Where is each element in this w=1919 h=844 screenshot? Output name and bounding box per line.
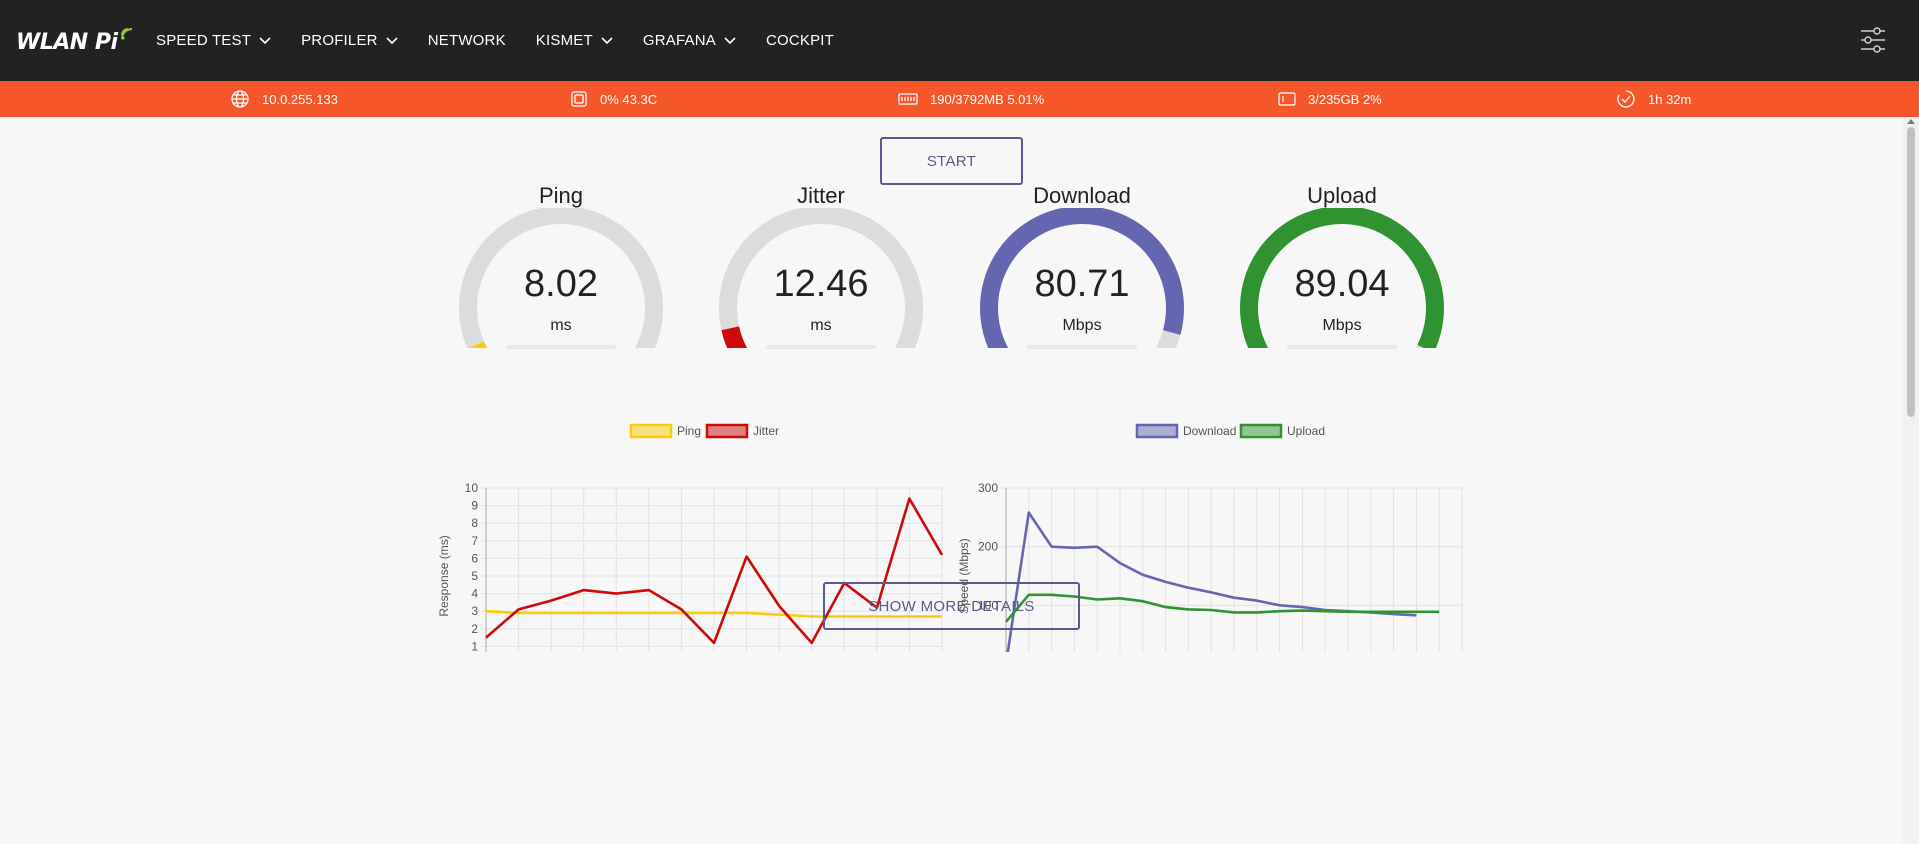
nav-grafana-label: GRAFANA (642, 32, 716, 49)
y-tick-label: 6 (471, 551, 478, 565)
sliders-icon[interactable] (1857, 24, 1889, 56)
gauge-upload: Upload 89.04 Mbps (1237, 183, 1447, 383)
y-tick-label: 1 (471, 639, 478, 652)
nav-network[interactable]: NETWORK (428, 32, 506, 49)
memory-status: 190/3792MB 5.01% (898, 81, 1044, 117)
memory-icon (898, 93, 918, 105)
gauge-download: Download 80.71 Mbps (977, 183, 1187, 383)
scroll-up-arrow-icon[interactable] (1907, 119, 1915, 124)
gauge-arc (1240, 208, 1444, 348)
y-axis-label: Speed (Mbps) (957, 538, 971, 613)
chevron-down-icon (724, 36, 736, 45)
y-axis-label: Response (ms) (437, 535, 451, 616)
nav-grafana[interactable]: GRAFANA (643, 32, 736, 49)
gauge-value: 8.02 (524, 263, 598, 305)
chevron-down-icon (259, 36, 271, 45)
legend-swatch (1239, 423, 1283, 439)
uptime-value: 1h 32m (1648, 91, 1692, 107)
wifi-waves-icon (120, 28, 132, 40)
y-tick-label: 4 (471, 587, 478, 601)
nav-kismet-label: KISMET (535, 32, 593, 49)
globe-icon (231, 90, 249, 108)
cpu-value: 0% 43.3C (600, 91, 658, 107)
speedtest-content: START Ping 8.02 ms Jitter 12.46 ms Downl… (0, 117, 1903, 844)
y-tick-label: 100 (978, 598, 998, 612)
nav-cockpit-label: COCKPIT (765, 32, 835, 49)
legend-label: Ping (677, 424, 701, 438)
wlanpi-logo[interactable]: WLAN Pi (16, 24, 135, 60)
legend-swatch (629, 423, 673, 439)
gauge-progress-track (766, 345, 876, 349)
uptime-status: 1h 32m (1616, 81, 1691, 117)
chevron-down-icon (601, 36, 613, 45)
latency-chart: 1001002002003003004005005006006007007008… (437, 423, 944, 652)
gauge-title: Download (1033, 183, 1131, 208)
gauge-unit: ms (550, 317, 572, 334)
legend-label: Jitter (753, 424, 779, 438)
vertical-scrollbar[interactable] (1903, 117, 1919, 844)
ip-status: 10.0.255.133 (230, 81, 338, 117)
gauge-progress-track (506, 345, 616, 349)
y-tick-label: 9 (471, 499, 478, 513)
nav-network-label: NETWORK (427, 32, 506, 49)
disk-status: 3/235GB 2% (1278, 81, 1382, 117)
gauge-arc (459, 208, 663, 348)
chevron-down-icon (386, 36, 398, 45)
legend-label: Download (1183, 424, 1236, 438)
gauge-unit: Mbps (1322, 317, 1362, 334)
gauge-unit: ms (810, 317, 832, 334)
gauge-value: 12.46 (773, 263, 869, 305)
gauge-ping: Ping 8.02 ms (456, 183, 666, 383)
disk-value: 3/235GB 2% (1308, 91, 1382, 107)
gauge-title: Jitter (797, 183, 845, 208)
legend-label: Upload (1287, 424, 1325, 438)
gauge-title: Upload (1307, 183, 1377, 208)
gauge-unit: Mbps (1062, 317, 1102, 334)
logo-text: WLAN Pi (16, 29, 118, 55)
y-tick-label: 8 (471, 516, 478, 530)
main-nav: SPEED TEST PROFILER NETWORK KISMET GRAFA… (156, 0, 864, 81)
scrollbar-thumb[interactable] (1907, 127, 1915, 417)
show-more-details-button[interactable]: SHOW MORE DETAILS (823, 582, 1080, 630)
nav-kismet[interactable]: KISMET (536, 32, 613, 49)
speed-chart: 0123456789101112131415161718192001002003… (957, 423, 1463, 652)
memory-value: 190/3792MB 5.01% (930, 91, 1045, 107)
y-tick-label: 300 (978, 481, 998, 495)
y-tick-label: 2 (471, 622, 478, 636)
gauge-progress-track (1287, 345, 1397, 349)
y-tick-label: 200 (978, 540, 998, 554)
cpu-icon (571, 91, 587, 107)
top-navbar: WLAN Pi SPEED TEST PROFILER NETWORK KISM… (0, 0, 1919, 81)
status-bar: 10.0.255.133 0% 43.3C 190/3792MB 5.01% 3… (0, 81, 1919, 117)
legend-swatch (705, 423, 749, 439)
uptime-icon (1617, 90, 1635, 108)
disk-icon (1278, 92, 1296, 106)
cpu-status: 0% 43.3C (570, 81, 657, 117)
start-button[interactable]: START (880, 137, 1023, 185)
y-tick-label: 7 (471, 534, 478, 548)
series-line-ping (485, 609, 942, 618)
ip-address: 10.0.255.133 (262, 91, 338, 107)
y-tick-label: 10 (465, 481, 479, 495)
nav-cockpit[interactable]: COCKPIT (766, 32, 834, 49)
y-tick-label: 3 (471, 604, 478, 618)
gauge-jitter: Jitter 12.46 ms (716, 183, 926, 383)
nav-speed-test-label: SPEED TEST (156, 32, 252, 49)
gauge-value: 80.71 (1034, 263, 1130, 305)
legend-swatch (1135, 423, 1179, 439)
nav-profiler[interactable]: PROFILER (301, 32, 398, 49)
nav-profiler-label: PROFILER (301, 32, 378, 49)
series-line-jitter (485, 497, 944, 645)
gauge-value: 89.04 (1294, 263, 1390, 305)
gauge-arc (719, 208, 923, 348)
nav-speed-test[interactable]: SPEED TEST (156, 32, 271, 49)
gauge-progress-track (1027, 345, 1137, 349)
y-tick-label: 5 (471, 569, 478, 583)
gauge-arc (980, 208, 1184, 348)
gauge-title: Ping (538, 183, 584, 208)
